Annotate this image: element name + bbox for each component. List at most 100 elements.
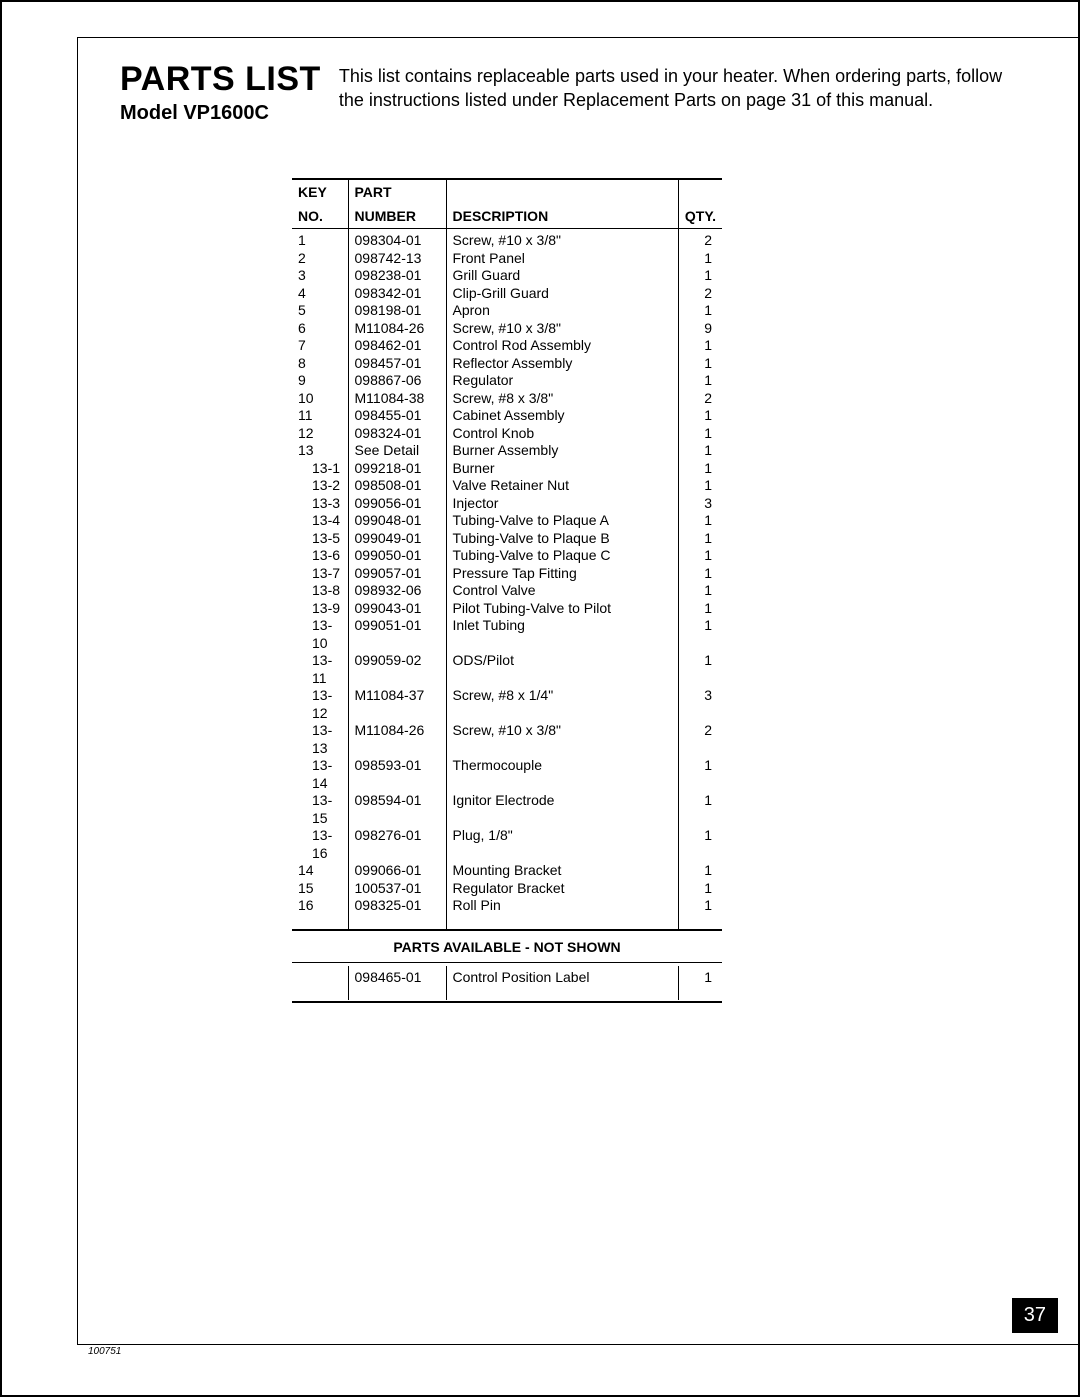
cell-key: 13-14	[292, 757, 348, 792]
cell-description: Tubing-Valve to Plaque B	[446, 530, 678, 548]
cell-part-number: 099050-01	[348, 547, 446, 565]
cell-part-number: 098325-01	[348, 897, 446, 930]
cell-description: Screw, #8 x 1/4"	[446, 687, 678, 722]
cell-part-number: 098276-01	[348, 827, 446, 862]
cell-part-number: 098508-01	[348, 477, 446, 495]
cell-description: Tubing-Valve to Plaque A	[446, 512, 678, 530]
cell-part-number: 099056-01	[348, 495, 446, 513]
cell-qty: 2	[678, 229, 722, 250]
col-header-part-l1: PART	[348, 179, 446, 204]
cell-part-number: 098465-01	[348, 966, 446, 1001]
table-row: 13-8098932-06Control Valve1	[292, 582, 722, 600]
cell-description: Valve Retainer Nut	[446, 477, 678, 495]
col-header-part-l2: NUMBER	[348, 204, 446, 229]
cell-part-number: 098593-01	[348, 757, 446, 792]
cell-key: 13-13	[292, 722, 348, 757]
cell-qty: 1	[678, 565, 722, 583]
cell-description: Inlet Tubing	[446, 617, 678, 652]
cell-part-number: 099218-01	[348, 460, 446, 478]
table-row: 3098238-01Grill Guard1	[292, 267, 722, 285]
cell-key: 13-3	[292, 495, 348, 513]
intro-line-1: This list contains replaceable parts use…	[339, 66, 1002, 86]
col-header-key-l1: KEY	[292, 179, 348, 204]
cell-part-number: 099057-01	[348, 565, 446, 583]
cell-description: Injector	[446, 495, 678, 513]
table-row: 13-13M11084-26Screw, #10 x 3/8"2	[292, 722, 722, 757]
cell-key: 13-12	[292, 687, 348, 722]
cell-key: 13-2	[292, 477, 348, 495]
cell-qty: 3	[678, 687, 722, 722]
cell-qty: 1	[678, 267, 722, 285]
cell-key: 13-10	[292, 617, 348, 652]
cell-key: 8	[292, 355, 348, 373]
cell-description: Pilot Tubing-Valve to Pilot	[446, 600, 678, 618]
cell-part-number: M11084-26	[348, 722, 446, 757]
table-row: 7098462-01Control Rod Assembly1	[292, 337, 722, 355]
cell-key: 10	[292, 390, 348, 408]
cell-key: 13-6	[292, 547, 348, 565]
cell-key: 6	[292, 320, 348, 338]
table-row: 2098742-13Front Panel1	[292, 250, 722, 268]
col-header-qty: QTY.	[678, 204, 722, 229]
cell-part-number: 099049-01	[348, 530, 446, 548]
cell-qty: 1	[678, 302, 722, 320]
cell-key: 7	[292, 337, 348, 355]
cell-description: Screw, #10 x 3/8"	[446, 320, 678, 338]
cell-part-number: 099066-01	[348, 862, 446, 880]
table-row: 13-16098276-01Plug, 1/8"1	[292, 827, 722, 862]
table-row: 9098867-06Regulator1	[292, 372, 722, 390]
col-header-desc-empty	[446, 179, 678, 204]
cell-key: 3	[292, 267, 348, 285]
cell-description: Apron	[446, 302, 678, 320]
cell-key: 13-5	[292, 530, 348, 548]
cell-key: 13-9	[292, 600, 348, 618]
cell-part-number: 098932-06	[348, 582, 446, 600]
cell-description: Screw, #8 x 3/8"	[446, 390, 678, 408]
cell-qty: 1	[678, 442, 722, 460]
cell-qty: 1	[678, 460, 722, 478]
cell-part-number: M11084-38	[348, 390, 446, 408]
table-row: 13-9099043-01Pilot Tubing-Valve to Pilot…	[292, 600, 722, 618]
cell-part-number: 098238-01	[348, 267, 446, 285]
cell-part-number: 098457-01	[348, 355, 446, 373]
cell-qty: 1	[678, 862, 722, 880]
cell-part-number: 099043-01	[348, 600, 446, 618]
cell-part-number: 099051-01	[348, 617, 446, 652]
cell-key: 12	[292, 425, 348, 443]
cell-part-number: 098462-01	[348, 337, 446, 355]
cell-description: Grill Guard	[446, 267, 678, 285]
cell-description: Screw, #10 x 3/8"	[446, 229, 678, 250]
cell-qty: 3	[678, 495, 722, 513]
cell-description: Mounting Bracket	[446, 862, 678, 880]
cell-qty: 1	[678, 355, 722, 373]
cell-qty: 1	[678, 512, 722, 530]
cell-key: 9	[292, 372, 348, 390]
cell-description: Regulator Bracket	[446, 880, 678, 898]
cell-description: Burner Assembly	[446, 442, 678, 460]
cell-qty: 1	[678, 897, 722, 930]
table-row: 13See DetailBurner Assembly1	[292, 442, 722, 460]
cell-key: 13-7	[292, 565, 348, 583]
cell-key: 13-11	[292, 652, 348, 687]
cell-qty: 1	[678, 530, 722, 548]
cell-key: 4	[292, 285, 348, 303]
cell-qty: 1	[678, 582, 722, 600]
cell-description: Tubing-Valve to Plaque C	[446, 547, 678, 565]
cell-part-number: 098324-01	[348, 425, 446, 443]
cell-description: Control Valve	[446, 582, 678, 600]
table-row: 13-12M11084-37Screw, #8 x 1/4"3	[292, 687, 722, 722]
cell-description: Regulator	[446, 372, 678, 390]
cell-key: 1	[292, 229, 348, 250]
cell-qty: 1	[678, 966, 722, 1001]
section-title-not-shown: PARTS AVAILABLE - NOT SHOWN	[292, 930, 722, 963]
cell-part-number: See Detail	[348, 442, 446, 460]
table-row: 13-3099056-01Injector3	[292, 495, 722, 513]
page-number: 37	[1012, 1298, 1058, 1333]
cell-description: Control Knob	[446, 425, 678, 443]
cell-qty: 1	[678, 600, 722, 618]
document-id: 100751	[88, 1346, 121, 1357]
cell-part-number: 100537-01	[348, 880, 446, 898]
header: PARTS LIST Model VP1600C This list conta…	[120, 62, 1078, 125]
cell-description: Screw, #10 x 3/8"	[446, 722, 678, 757]
cell-qty: 1	[678, 792, 722, 827]
